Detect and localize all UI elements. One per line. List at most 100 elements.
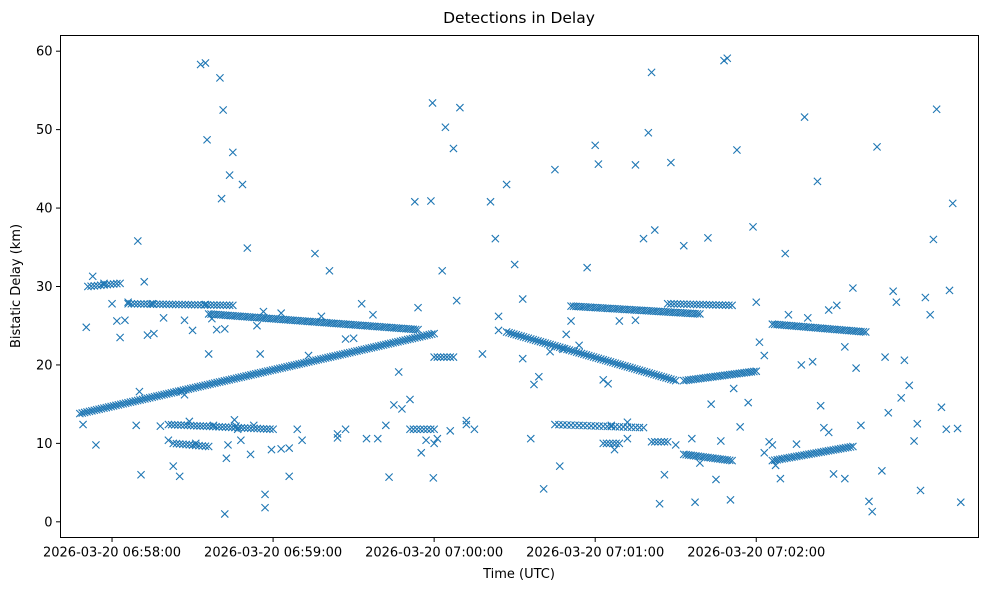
scatter-point — [726, 495, 735, 504]
scatter-point — [350, 347, 359, 356]
scatter-point — [263, 367, 272, 376]
scatter-point — [374, 342, 383, 351]
scatter-point — [222, 376, 231, 385]
scatter-point — [584, 351, 593, 360]
scatter-point — [929, 235, 938, 244]
scatter-point — [362, 434, 371, 443]
scatter-point — [659, 373, 668, 382]
scatter-point — [604, 379, 613, 388]
scatter-point — [628, 364, 637, 373]
scatter-point — [670, 299, 679, 308]
scatter-point — [79, 420, 88, 429]
scatter-point — [565, 346, 574, 355]
scatter-point — [336, 350, 345, 359]
scatter-point — [167, 420, 176, 429]
scatter-point — [592, 353, 600, 362]
scatter-point — [647, 369, 656, 378]
scatter-point — [133, 299, 142, 308]
scatter-point — [905, 381, 914, 390]
scatter-point — [106, 280, 115, 289]
scatter-point — [840, 342, 849, 351]
scatter-point — [616, 360, 625, 369]
scatter-point — [124, 298, 133, 307]
scatter-point — [256, 368, 265, 377]
scatter-point — [227, 375, 236, 384]
scatter-point — [686, 300, 695, 309]
scatter-point — [692, 300, 701, 309]
scatter-point — [136, 395, 145, 404]
scatter-point — [655, 499, 664, 508]
scatter-point — [937, 403, 946, 412]
scatter-point — [333, 351, 342, 360]
scatter-point — [180, 316, 189, 325]
scatter-point — [550, 165, 559, 174]
scatter-point — [531, 336, 540, 345]
scatter-point — [673, 300, 682, 308]
scatter-point — [426, 197, 435, 205]
scatter-point — [594, 160, 603, 169]
scatter-point — [170, 420, 179, 429]
scatter-point — [868, 507, 877, 516]
scatter-point — [693, 309, 702, 318]
scatter-point — [78, 409, 87, 418]
scatter-point — [657, 437, 666, 446]
scatter-point — [146, 300, 155, 309]
scatter-point — [660, 437, 669, 446]
scatter-point — [104, 403, 113, 412]
scatter-point — [671, 376, 680, 385]
scatter-point — [803, 313, 812, 322]
scatter-point — [162, 389, 171, 398]
scatter-point — [259, 307, 268, 316]
scatter-point — [119, 399, 128, 408]
scatter-point — [664, 374, 673, 383]
scatter-point — [439, 353, 448, 362]
scatter-point — [102, 403, 111, 412]
scatter-point — [945, 286, 954, 295]
scatter-point — [160, 390, 169, 399]
scatter-point — [579, 350, 588, 359]
scatter-point — [612, 439, 621, 448]
scatter-point — [418, 332, 427, 341]
y-tick-label: 50 — [36, 123, 53, 138]
scatter-point — [236, 436, 245, 445]
scatter-point — [275, 364, 284, 373]
scatter-point — [169, 439, 178, 448]
scatter-point — [156, 422, 165, 431]
scatter-point — [708, 300, 717, 309]
scatter-point — [567, 346, 576, 355]
scatter-point — [410, 197, 419, 206]
scatter-point — [83, 407, 92, 416]
scatter-point — [307, 357, 316, 366]
scatter-point — [942, 425, 951, 434]
scatter-point — [185, 417, 194, 426]
scatter-point — [599, 439, 608, 448]
plot-area — [60, 35, 979, 538]
scatter-point — [683, 300, 691, 309]
scatter-point — [699, 300, 708, 309]
scatter-point — [80, 408, 89, 417]
scatter-point — [426, 425, 435, 434]
scatter-point — [430, 353, 439, 362]
scatter-point — [224, 440, 232, 449]
scatter-point — [663, 299, 672, 308]
scatter-point — [283, 362, 292, 371]
scatter-point — [575, 348, 584, 357]
scatter-point — [152, 392, 161, 401]
scatter-point — [509, 330, 518, 339]
scatter-point — [167, 388, 176, 397]
scatter-point — [771, 461, 780, 470]
scatter-point — [268, 366, 277, 375]
scatter-point — [452, 296, 461, 305]
x-tick-label: 2026-03-20 07:02:00 — [687, 546, 825, 561]
scatter-point — [232, 374, 241, 383]
scatter-point — [494, 312, 503, 321]
scatter-point — [314, 355, 323, 364]
scatter-point — [155, 300, 164, 309]
scatter-point — [441, 123, 450, 132]
scatter-point — [108, 299, 117, 308]
x-tick-label: 2026-03-20 07:00:00 — [365, 546, 503, 561]
scatter-point — [553, 342, 562, 351]
scatter-point — [861, 328, 870, 336]
scatter-point — [716, 437, 725, 446]
scatter-point — [543, 339, 552, 348]
